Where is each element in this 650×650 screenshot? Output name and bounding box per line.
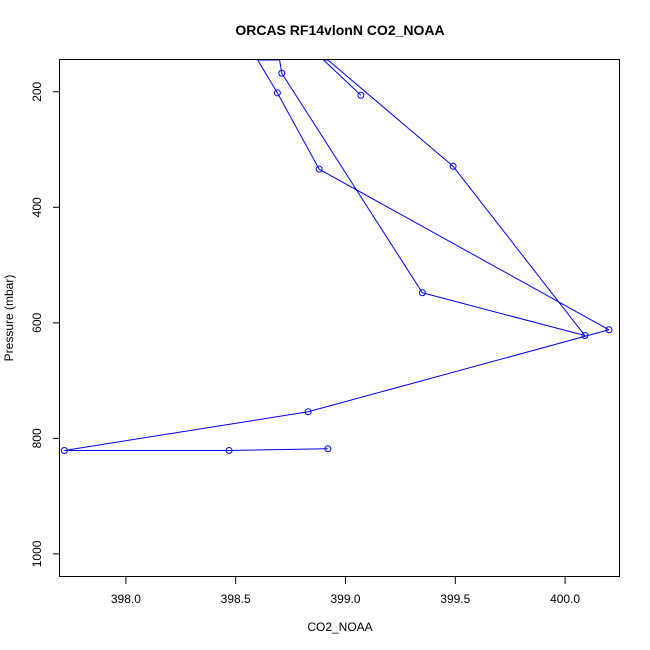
y-tick-label: 400 bbox=[30, 197, 44, 217]
x-tick-label: 398.0 bbox=[111, 592, 141, 606]
plot-frame bbox=[59, 59, 620, 577]
data-point bbox=[273, 89, 281, 97]
x-axis-label: CO2_NOAA bbox=[307, 620, 372, 634]
data-point bbox=[449, 162, 457, 170]
data-point bbox=[605, 326, 613, 334]
x-axis: 398.0 398.5 399.0 399.5 400.0 bbox=[111, 577, 580, 606]
x-tick-label: 399.5 bbox=[440, 592, 470, 606]
series-line-segment bbox=[281, 73, 423, 294]
series-line-segment bbox=[327, 60, 454, 167]
data-point bbox=[581, 332, 589, 340]
data-point bbox=[418, 289, 426, 297]
data-point bbox=[278, 69, 286, 77]
y-tick-label: 1000 bbox=[30, 540, 44, 567]
plot-area bbox=[60, 60, 613, 454]
series-line-segment bbox=[257, 60, 278, 94]
series-line-segment bbox=[64, 411, 309, 451]
data-point bbox=[324, 445, 332, 453]
x-tick-label: 400.0 bbox=[550, 592, 580, 606]
x-tick-label: 398.5 bbox=[221, 592, 251, 606]
series-line-segment bbox=[323, 60, 362, 96]
y-tick-label: 200 bbox=[30, 81, 44, 101]
series-line-segment bbox=[318, 168, 610, 331]
chart-title: ORCAS RF14vlonN CO2_NOAA bbox=[235, 22, 444, 38]
series-line-segment bbox=[229, 448, 328, 451]
y-tick-label: 800 bbox=[30, 428, 44, 448]
series-line-segment bbox=[279, 60, 283, 74]
y-axis-label: Pressure (mbar) bbox=[2, 275, 16, 362]
x-tick-label: 399.0 bbox=[330, 592, 360, 606]
y-axis: 200 400 600 800 1000 bbox=[30, 81, 60, 567]
data-point bbox=[304, 408, 312, 416]
data-point bbox=[60, 446, 68, 454]
data-point bbox=[225, 446, 233, 454]
series-line-segment bbox=[422, 292, 585, 337]
series-line-segment bbox=[308, 329, 610, 413]
series-line-segment bbox=[276, 92, 320, 170]
data-point bbox=[315, 165, 323, 173]
series-line-segment bbox=[452, 165, 586, 336]
y-tick-label: 600 bbox=[30, 313, 44, 333]
data-point bbox=[357, 91, 365, 99]
